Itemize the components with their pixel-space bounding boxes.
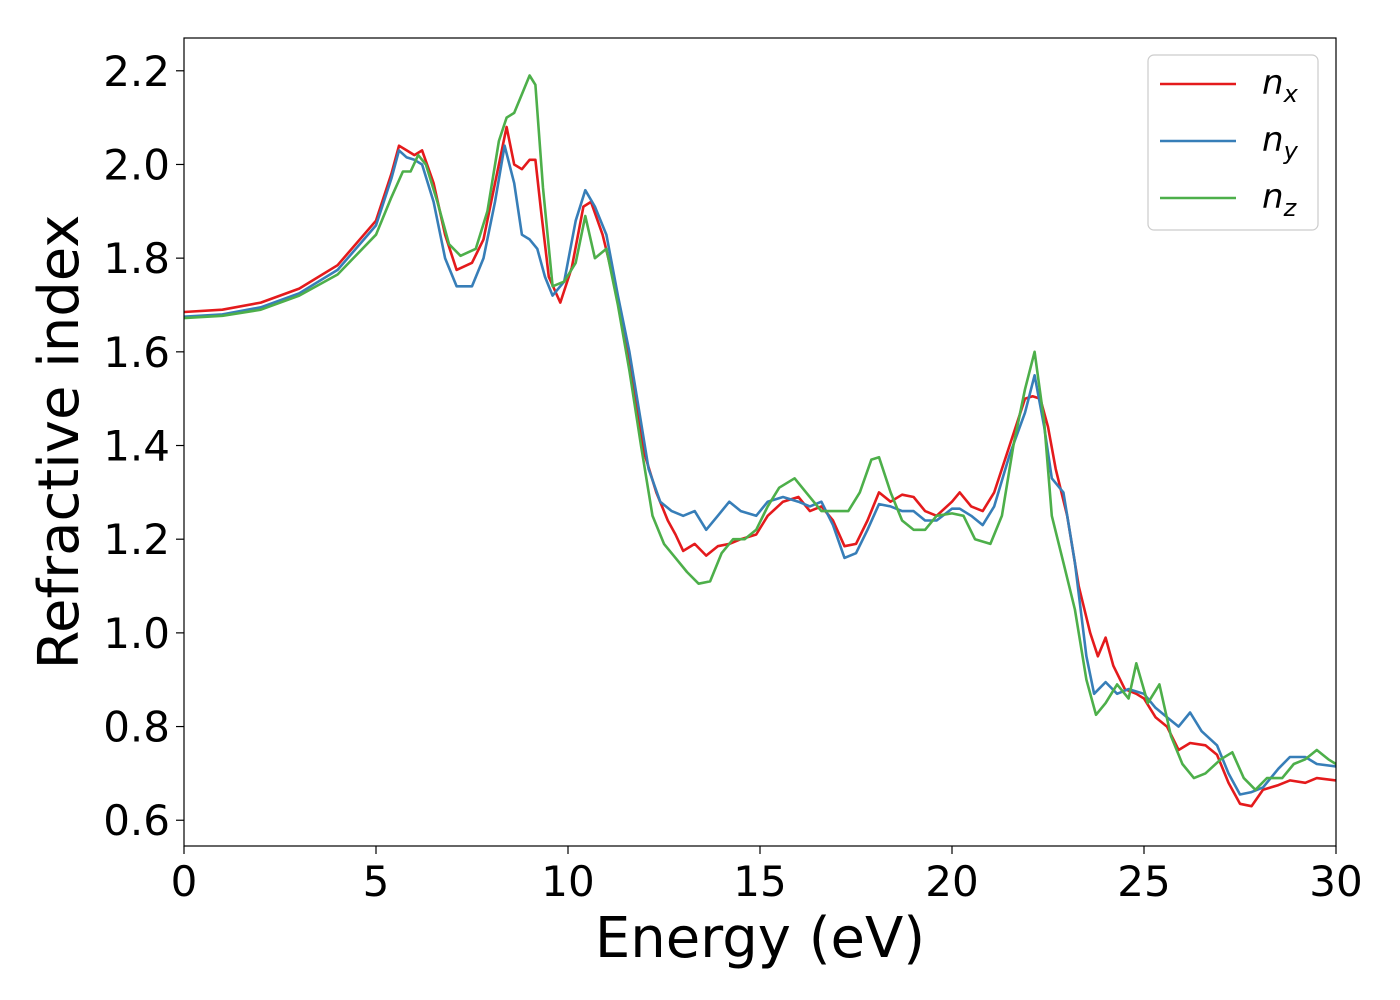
x-axis-title: Energy (eV) — [595, 906, 925, 971]
legend-box — [1147, 54, 1319, 231]
y-tick-label: 0.8 — [103, 703, 170, 752]
y-tick-label: 1.6 — [103, 328, 170, 377]
x-tick-label: 0 — [171, 857, 198, 906]
x-tick-label: 30 — [1309, 857, 1362, 906]
y-tick-label: 0.6 — [103, 796, 170, 845]
legend-label-y: ny — [1262, 120, 1299, 165]
x-tick-label: 5 — [363, 857, 390, 906]
legend-label-subscript: y — [1283, 137, 1299, 165]
legend-label-base: n — [1262, 177, 1284, 217]
legend-label-subscript: x — [1283, 80, 1299, 108]
y-axis-title: Refractive index — [27, 215, 92, 670]
x-axis: 0 5 10 15 20 25 30 — [171, 846, 1363, 906]
y-tick-label: 1.8 — [103, 234, 170, 283]
y-axis: 0.6 0.8 1.0 1.2 1.4 1.6 1.8 2.0 2.2 — [103, 47, 184, 845]
legend-label-base: n — [1262, 120, 1284, 160]
y-tick-label: 1.4 — [103, 422, 170, 471]
y-tick-label: 2.2 — [103, 47, 170, 96]
y-tick-label: 2.0 — [103, 140, 170, 189]
series-line-z — [184, 74, 1336, 792]
y-tick-label: 1.2 — [103, 515, 170, 564]
series-layer — [184, 74, 1336, 808]
legend-label-base: n — [1262, 63, 1284, 103]
x-tick-label: 10 — [541, 857, 594, 906]
x-tick-label: 15 — [733, 857, 786, 906]
x-tick-label: 20 — [925, 857, 978, 906]
series-line-x — [184, 125, 1336, 808]
x-tick-label: 25 — [1117, 857, 1170, 906]
legend-label-z: nz — [1262, 177, 1298, 222]
y-tick-label: 1.0 — [103, 609, 170, 658]
legend-label-x: nx — [1262, 63, 1299, 108]
legend-label-subscript: z — [1283, 194, 1298, 222]
